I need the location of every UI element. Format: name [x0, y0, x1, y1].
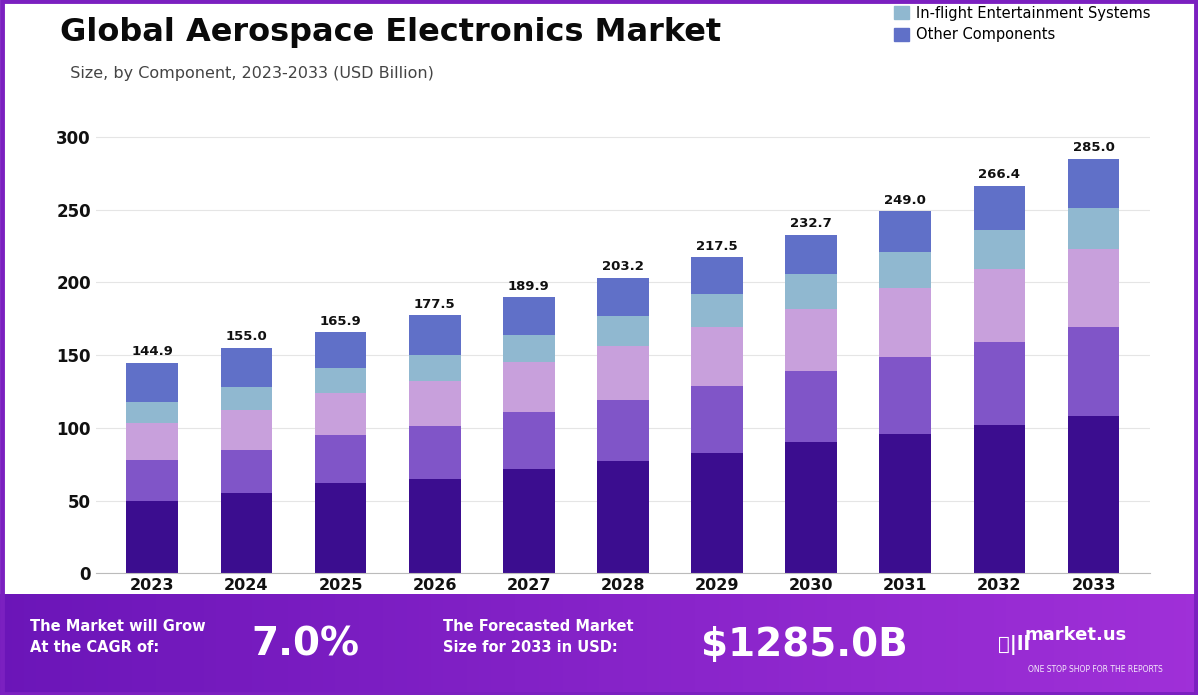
Bar [409, 382, 460, 427]
Legend: Avionics Systems, Communication Systems, Radar and Navigation Systems, In-flight: Avionics Systems, Communication Systems,… [891, 0, 1154, 45]
Bar [315, 483, 367, 573]
Text: 217.5: 217.5 [696, 240, 738, 252]
Text: The Market will Grow
At the CAGR of:: The Market will Grow At the CAGR of: [30, 619, 206, 655]
Bar [974, 269, 1025, 342]
Bar [503, 362, 555, 412]
Bar [691, 257, 743, 294]
Bar [220, 348, 272, 387]
Bar [1067, 249, 1119, 327]
Bar [220, 410, 272, 450]
Bar [1067, 208, 1119, 249]
Bar [127, 363, 179, 402]
Bar [691, 452, 743, 573]
Bar [503, 468, 555, 573]
Bar [879, 211, 931, 252]
Text: Size, by Component, 2023-2033 (USD Billion): Size, by Component, 2023-2033 (USD Billi… [60, 66, 434, 81]
Bar [220, 493, 272, 573]
Text: 144.9: 144.9 [132, 345, 174, 358]
Bar [409, 355, 460, 382]
Bar [127, 500, 179, 573]
Bar [879, 434, 931, 573]
Bar [786, 274, 837, 309]
Bar [127, 423, 179, 460]
Bar [1067, 158, 1119, 208]
Bar [786, 309, 837, 371]
Bar [127, 460, 179, 500]
Bar [597, 461, 649, 573]
Bar [315, 393, 367, 435]
Text: 249.0: 249.0 [884, 194, 926, 206]
Text: ONE STOP SHOP FOR THE REPORTS: ONE STOP SHOP FOR THE REPORTS [1028, 665, 1162, 674]
Bar [691, 327, 743, 386]
Text: 〜|ll: 〜|ll [998, 635, 1030, 655]
Bar [974, 342, 1025, 425]
Bar [597, 316, 649, 346]
Bar [220, 387, 272, 410]
Bar [597, 346, 649, 400]
Text: 285.0: 285.0 [1072, 141, 1114, 154]
Bar [503, 412, 555, 468]
Bar [786, 371, 837, 443]
Bar [597, 400, 649, 461]
Bar [409, 479, 460, 573]
Bar [315, 368, 367, 393]
Bar [786, 235, 837, 274]
Bar [315, 435, 367, 483]
Text: The Forecasted Market
Size for 2033 in USD:: The Forecasted Market Size for 2033 in U… [443, 619, 634, 655]
Bar [974, 230, 1025, 269]
Bar [597, 278, 649, 316]
Bar [691, 294, 743, 327]
Bar [503, 335, 555, 362]
Bar [974, 186, 1025, 230]
Bar [409, 315, 460, 355]
Text: 203.2: 203.2 [603, 261, 643, 273]
Text: 7.0%: 7.0% [252, 626, 359, 664]
Text: 232.7: 232.7 [791, 218, 833, 231]
Text: 177.5: 177.5 [413, 297, 455, 311]
Bar [879, 357, 931, 434]
Text: Global Aerospace Electronics Market: Global Aerospace Electronics Market [60, 17, 721, 49]
Bar [315, 332, 367, 368]
Text: 266.4: 266.4 [979, 168, 1021, 181]
Text: 165.9: 165.9 [320, 315, 362, 327]
Bar [1067, 327, 1119, 416]
Text: 155.0: 155.0 [225, 330, 267, 343]
Bar [409, 427, 460, 479]
Bar [879, 252, 931, 288]
Bar [1067, 416, 1119, 573]
Text: 189.9: 189.9 [508, 279, 550, 293]
Bar [879, 288, 931, 357]
Text: $1285.0B: $1285.0B [701, 626, 908, 664]
Text: market.us: market.us [1024, 626, 1126, 644]
Bar [691, 386, 743, 452]
Bar [127, 402, 179, 423]
Bar [503, 297, 555, 335]
Bar [220, 450, 272, 493]
Bar [974, 425, 1025, 573]
Bar [786, 443, 837, 573]
